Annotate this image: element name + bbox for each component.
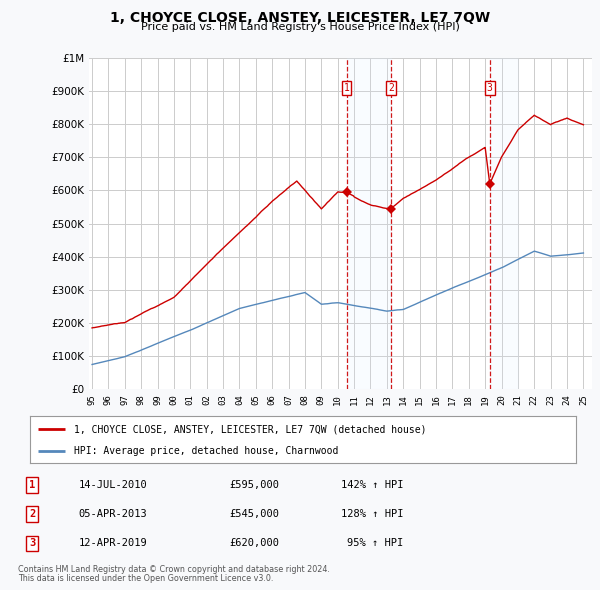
Text: £620,000: £620,000 — [229, 539, 279, 549]
Bar — [490, 58, 518, 389]
Text: 05-APR-2013: 05-APR-2013 — [79, 509, 147, 519]
Text: 14-JUL-2010: 14-JUL-2010 — [79, 480, 147, 490]
Text: 128% ↑ HPI: 128% ↑ HPI — [341, 509, 404, 519]
Text: Contains HM Land Registry data © Crown copyright and database right 2024.: Contains HM Land Registry data © Crown c… — [18, 565, 330, 574]
Text: HPI: Average price, detached house, Charnwood: HPI: Average price, detached house, Char… — [74, 447, 338, 456]
Bar — [347, 58, 391, 389]
Text: 1, CHOYCE CLOSE, ANSTEY, LEICESTER, LE7 7QW (detached house): 1, CHOYCE CLOSE, ANSTEY, LEICESTER, LE7 … — [74, 424, 426, 434]
Text: 12-APR-2019: 12-APR-2019 — [79, 539, 147, 549]
Text: 3: 3 — [29, 539, 35, 549]
Text: £595,000: £595,000 — [229, 480, 279, 490]
Text: This data is licensed under the Open Government Licence v3.0.: This data is licensed under the Open Gov… — [18, 574, 274, 583]
Text: 1: 1 — [29, 480, 35, 490]
Text: £545,000: £545,000 — [229, 509, 279, 519]
Text: 2: 2 — [388, 83, 394, 93]
Text: 1, CHOYCE CLOSE, ANSTEY, LEICESTER, LE7 7QW: 1, CHOYCE CLOSE, ANSTEY, LEICESTER, LE7 … — [110, 11, 490, 25]
Text: Price paid vs. HM Land Registry's House Price Index (HPI): Price paid vs. HM Land Registry's House … — [140, 22, 460, 32]
Text: 3: 3 — [487, 83, 493, 93]
Text: 142% ↑ HPI: 142% ↑ HPI — [341, 480, 404, 490]
Text: 1: 1 — [344, 83, 350, 93]
Text: 95% ↑ HPI: 95% ↑ HPI — [347, 539, 404, 549]
Text: 2: 2 — [29, 509, 35, 519]
